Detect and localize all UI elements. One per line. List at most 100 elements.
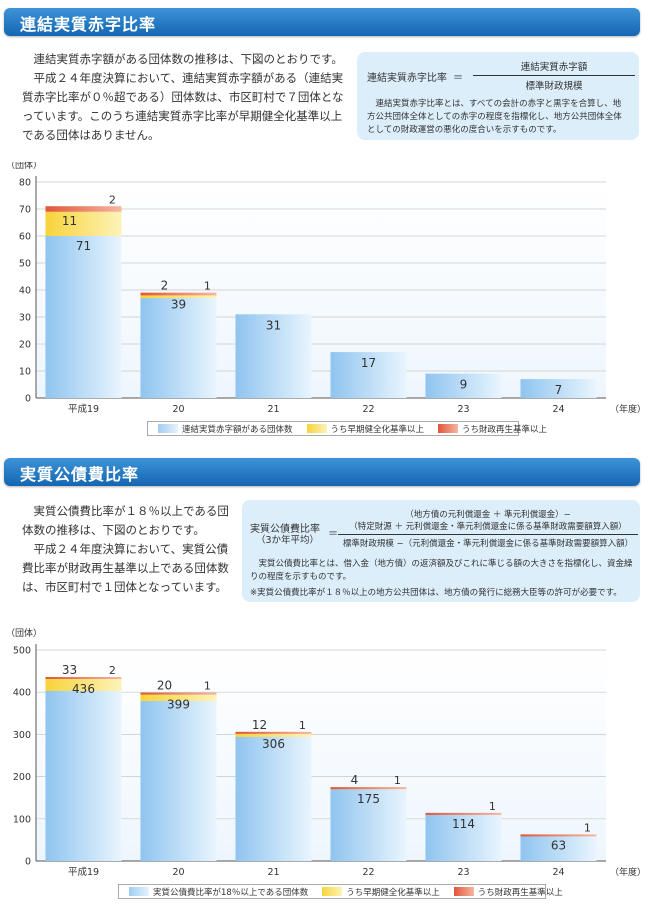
- formula-numerator-2: （特定財源 ＋ 元利償還金・準元利償還金に係る基準財政需要額算入額）: [338, 520, 638, 535]
- legend-item: うち財政再生基準以上: [438, 423, 547, 435]
- chart2-legend: 実質公債費比率が18％以上である団体数 うち早期健全化基準以上 うち財政再生基準…: [118, 884, 563, 899]
- y-tick-label: 60: [19, 232, 31, 243]
- section-title: 実質公債費比率: [20, 465, 140, 484]
- x-tick-label: 20: [172, 404, 184, 415]
- chart-debt-service-ratio: 0100200300400500（団体）平成193343622020399121…: [6, 627, 646, 878]
- y-tick-label: 0: [25, 857, 31, 868]
- legend-swatch-yellow: [322, 887, 343, 896]
- data-label-total: 399: [167, 698, 190, 712]
- x-tick-label: 平成19: [68, 866, 99, 878]
- chart1-legend: 連結実質赤字額がある団体数 うち早期健全化基準以上 うち財政再生基準以上: [147, 421, 547, 436]
- section-title: 連結実質赤字比率: [20, 15, 157, 34]
- data-label-early: 33: [62, 663, 77, 677]
- data-label-total: 114: [452, 817, 475, 831]
- x-tick-label: 22: [362, 404, 374, 415]
- x-tick-label: 22: [362, 867, 374, 878]
- formula-label: 連結実質赤字比率: [367, 73, 447, 84]
- y-tick-label: 200: [13, 772, 31, 783]
- x-tick-label: 平成19: [68, 403, 99, 415]
- data-label-total: 9: [460, 378, 468, 392]
- equals-sign: ＝: [453, 73, 463, 84]
- bar-segment-total: [45, 206, 122, 398]
- bar-segment-rebuild: [140, 692, 217, 695]
- bar-segment-rebuild: [45, 206, 122, 212]
- data-label-rebuild: 1: [489, 800, 496, 813]
- section1-body: 連結実質赤字額がある団体数の推移は、下図のとおりです。 平成２４年度決算において…: [22, 50, 344, 145]
- chart-deficit-ratio: 01020304050607080（団体）平成19117122023912131…: [6, 162, 646, 415]
- data-label-rebuild: 1: [584, 821, 591, 834]
- x-tick-label: 24: [552, 867, 564, 878]
- bar-segment-early: [235, 731, 312, 737]
- bar-segment-rebuild: [425, 812, 502, 815]
- data-label-rebuild: 1: [299, 719, 306, 732]
- data-label-early: 20: [157, 679, 172, 693]
- paragraph: 平成２４年度決算において、実質公債費比率が財政再生基準以上である団体数は、市区町…: [22, 542, 229, 594]
- legend-label: うち財政再生基準以上: [477, 887, 563, 898]
- bar-segment-total: [425, 373, 502, 398]
- paragraph: 平成２４年度決算において、連結実質赤字額がある（連結実質赤字比率が０％超である）…: [22, 71, 344, 142]
- x-axis-unit: （年度）: [610, 403, 646, 415]
- bar-segment-total: [235, 731, 312, 861]
- data-label-rebuild: 1: [204, 280, 211, 293]
- data-label-total: 17: [361, 356, 376, 370]
- legend-swatch-red: [438, 424, 459, 433]
- definition-description: 連結実質赤字比率とは、すべての会計の赤字と黒字を合算し、地方公共団体全体としての…: [367, 99, 622, 135]
- definition-box: 実質公債費比率 （3か年平均） ＝ （地方債の元利償還金 ＋ 準元利償還金）− …: [242, 500, 640, 602]
- x-tick-label: 24: [552, 404, 564, 415]
- legend-label: 実質公債費比率が18％以上である団体数: [153, 887, 309, 898]
- section-header-2: 実質公債費比率: [4, 458, 640, 486]
- data-label-early: 12: [252, 718, 267, 732]
- legend-swatch-blue: [129, 887, 149, 896]
- formula-numerator-1: （地方債の元利償還金 ＋ 準元利償還金）−: [405, 510, 571, 520]
- x-tick-label: 23: [457, 867, 469, 878]
- legend-swatch-red: [453, 887, 474, 896]
- y-tick-label: 300: [13, 730, 31, 741]
- data-label-early: 4: [351, 773, 359, 787]
- formula-numerator: 連結実質赤字額: [473, 59, 635, 76]
- formula-denominator: 標準財政規模: [525, 81, 583, 92]
- x-tick-label: 21: [267, 867, 279, 878]
- y-tick-label: 80: [19, 178, 31, 189]
- formula-label-sub: （3か年平均）: [256, 535, 320, 546]
- data-label-total: 31: [266, 318, 281, 332]
- x-tick-label: 23: [457, 404, 469, 415]
- y-tick-label: 500: [13, 646, 31, 657]
- bar-segment-rebuild: [520, 834, 597, 837]
- bar-segment-total: [235, 314, 312, 398]
- legend-item: うち財政再生基準以上: [453, 886, 563, 898]
- section-header-1: 連結実質赤字比率: [4, 8, 640, 36]
- x-tick-label: 20: [172, 867, 184, 878]
- formula-denominator: 標準財政規模 −（元利償還金・準元利償還金に係る基準財政需要額算入額）: [342, 539, 634, 549]
- data-label-total: 39: [171, 298, 186, 312]
- data-label-early: 2: [161, 279, 169, 293]
- y-tick-label: 30: [19, 313, 31, 324]
- legend-swatch-yellow: [306, 424, 327, 433]
- data-label-early: 11: [62, 214, 77, 228]
- section2-body: 実質公債費比率が１８％以上である団体数の推移は、下図のとおりです。 平成２４年度…: [22, 502, 230, 597]
- bar-segment-rebuild: [45, 677, 122, 680]
- y-tick-label: 50: [19, 259, 31, 270]
- bar-segment-rebuild: [330, 787, 407, 790]
- data-label-total: 436: [72, 682, 95, 696]
- data-label-total: 306: [262, 737, 285, 751]
- bar-segment-total: [520, 379, 597, 398]
- y-tick-label: 40: [19, 286, 31, 297]
- paragraph: 実質公債費比率が１８％以上である団体数の推移は、下図のとおりです。: [22, 504, 229, 537]
- data-label-rebuild: 1: [204, 680, 211, 693]
- y-tick-label: 10: [19, 367, 31, 378]
- data-label-total: 7: [555, 383, 563, 397]
- bar-segment-total: [520, 834, 597, 861]
- legend-label: うち早期健全化基準以上: [346, 887, 440, 898]
- bar-segment-early: [45, 677, 122, 691]
- x-axis-unit: （年度）: [610, 866, 646, 878]
- equals-sign: ＝: [328, 529, 338, 540]
- legend-label: 連結実質赤字額がある団体数: [182, 424, 293, 435]
- bar-segment-total: [140, 292, 217, 398]
- formula-fraction: （地方債の元利償還金 ＋ 準元利償還金）− （特定財源 ＋ 元利償還金・準元利償…: [338, 508, 638, 549]
- legend-label: うち財政再生基準以上: [462, 424, 548, 435]
- formula-fraction: 連結実質赤字額 標準財政規模: [473, 59, 635, 92]
- definition-description: 実質公債費比率とは、借入金（地方債）の返済額及びこれに準じる額の大きさを指標化し…: [250, 559, 633, 582]
- legend-label: うち早期健全化基準以上: [330, 424, 425, 435]
- bar-segment-total: [330, 352, 407, 398]
- legend-item: 連結実質赤字額がある団体数: [158, 423, 293, 435]
